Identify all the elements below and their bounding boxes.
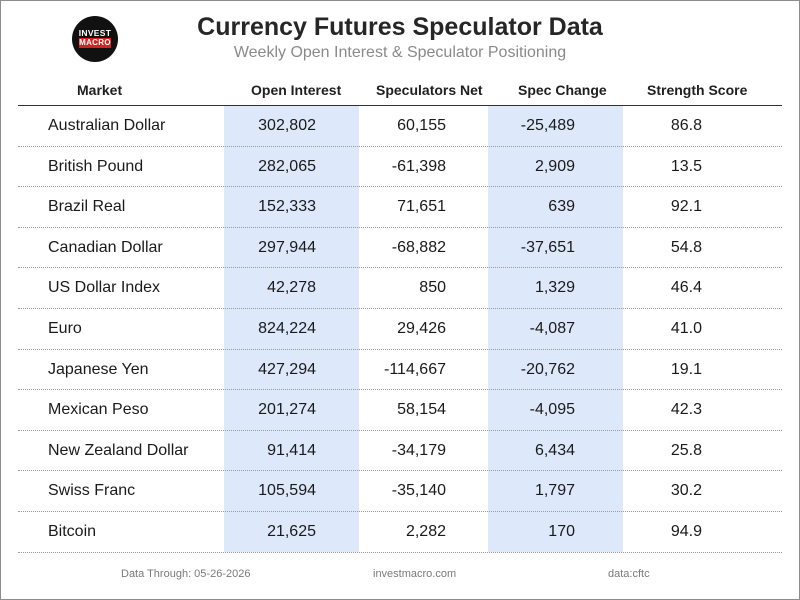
chart-title: Currency Futures Speculator Data: [197, 13, 603, 41]
logo-text-top: INVEST: [78, 28, 112, 38]
open-interest-cell: 105,594: [258, 482, 316, 500]
spec-change-column-highlight: [488, 106, 623, 552]
row-separator: [18, 307, 782, 309]
speculators-net-cell: -114,667: [384, 360, 446, 378]
row-separator: [18, 145, 782, 147]
strength-score-cell: 25.8: [670, 441, 702, 459]
strength-score-cell: 19.1: [670, 360, 702, 378]
logo-text-bottom: MACRO: [79, 38, 111, 48]
header-market: Market: [77, 82, 123, 98]
row-separator: [18, 551, 782, 553]
open-interest-cell: 302,802: [258, 117, 316, 134]
strength-score-cell: 86.8: [670, 117, 702, 134]
table-row: Brazil Real 152,333 71,651 639 92.1: [18, 187, 782, 228]
open-interest-cell: 91,414: [267, 441, 316, 459]
speculators-net-cell: -34,179: [391, 441, 446, 459]
row-separator: [18, 348, 782, 350]
open-interest-cell: 21,625: [267, 523, 316, 540]
header-speculators-net: Speculators Net: [376, 82, 483, 98]
row-separator: [18, 186, 782, 188]
open-interest-cell: 201,274: [258, 401, 316, 419]
spec-change-cell: -20,762: [520, 360, 575, 378]
table-row: Japanese Yen 427,294 -114,667 -20,762 19.1: [18, 350, 782, 391]
speculators-net-cell: 2,282: [405, 523, 446, 540]
speculators-net-cell: -35,140: [391, 482, 446, 500]
speculators-net-cell: 850: [419, 279, 446, 297]
table-row: British Pound 282,065 -61,398 2,909 13.5: [18, 147, 782, 188]
table-row: Australian Dollar 302,802 60,155 -25,489 86.…: [18, 106, 782, 147]
market-cell: Japanese Yen: [48, 360, 149, 378]
strength-score-cell: 42.3: [670, 401, 702, 419]
speculators-net-cell: -61,398: [391, 157, 446, 175]
spec-change-cell: 639: [548, 198, 575, 216]
speculators-net-cell: 29,426: [397, 320, 446, 337]
open-interest-cell: 152,333: [258, 198, 316, 216]
strength-score-cell: 13.5: [670, 157, 702, 175]
row-separator: [18, 429, 782, 431]
open-interest-cell: 282,065: [258, 157, 316, 175]
speculators-net-cell: 60,155: [397, 117, 446, 134]
table-row: US Dollar Index 42,278 850 1,329 46.4: [18, 268, 782, 309]
table-row: Canadian Dollar 297,944 -68,882 -37,651 54.8: [18, 228, 782, 269]
investmacro-logo: INVEST MACRO: [72, 16, 118, 62]
market-cell: Swiss Franc: [48, 482, 136, 500]
market-cell: New Zealand Dollar: [48, 441, 189, 459]
market-cell: Bitcoin: [48, 523, 97, 540]
spec-change-cell: 1,329: [534, 279, 575, 297]
table-row: Mexican Peso 201,274 58,154 -4,095 42.3: [18, 390, 782, 431]
footer-data-through: Data Through: 05-26-2026: [121, 568, 251, 580]
spec-change-cell: 1,797: [534, 482, 575, 500]
open-interest-column-highlight: [224, 106, 359, 552]
spec-change-cell: 6,434: [534, 441, 575, 459]
strength-score-cell: 41.0: [670, 320, 702, 337]
row-separator: [18, 470, 782, 472]
speculators-net-cell: -68,882: [391, 238, 446, 256]
open-interest-cell: 297,944: [258, 238, 316, 256]
strength-score-cell: 94.9: [670, 523, 702, 540]
strength-score-cell: 30.2: [670, 482, 702, 500]
header-spec-change: Spec Change: [518, 82, 607, 98]
spec-change-cell: -4,095: [529, 401, 575, 419]
row-separator: [18, 389, 782, 391]
row-separator: [18, 226, 782, 228]
market-cell: US Dollar Index: [48, 279, 161, 297]
market-cell: Euro: [48, 320, 82, 337]
footer-site: investmacro.com: [373, 568, 457, 580]
market-cell: Canadian Dollar: [48, 238, 163, 256]
open-interest-cell: 824,224: [258, 320, 316, 337]
header-strength-score: Strength Score: [647, 82, 748, 98]
footer-source: data:cftc: [608, 568, 650, 580]
row-separator: [18, 267, 782, 269]
open-interest-cell: 427,294: [258, 360, 316, 378]
strength-score-cell: 92.1: [670, 198, 702, 216]
spec-change-cell: 2,909: [534, 157, 575, 175]
strength-score-cell: 46.4: [670, 279, 702, 297]
speculators-net-cell: 71,651: [397, 198, 446, 216]
spec-change-cell: -37,651: [520, 238, 575, 256]
header-open-interest: Open Interest: [251, 82, 342, 98]
strength-score-cell: 54.8: [670, 238, 702, 256]
market-cell: British Pound: [48, 157, 144, 175]
market-cell: Australian Dollar: [48, 117, 166, 134]
market-cell: Brazil Real: [48, 198, 126, 216]
market-cell: Mexican Peso: [48, 401, 149, 419]
table-row: Swiss Franc 105,594 -35,140 1,797 30.2: [18, 471, 782, 512]
chart-subtitle: Weekly Open Interest & Speculator Positi…: [233, 44, 567, 61]
row-separator: [18, 510, 782, 512]
open-interest-cell: 42,278: [267, 279, 316, 297]
header-divider: [18, 105, 782, 106]
spec-change-cell: -25,489: [520, 117, 575, 134]
table-row: Bitcoin 21,625 2,282 170 94.9: [18, 512, 782, 553]
speculators-net-cell: 58,154: [397, 401, 446, 419]
table-row: Euro 824,224 29,426 -4,087 41.0: [18, 309, 782, 350]
table-row: New Zealand Dollar 91,414 -34,179 6,434 25.8: [18, 431, 782, 472]
spec-change-cell: 170: [548, 523, 575, 540]
spec-change-cell: -4,087: [529, 320, 575, 337]
